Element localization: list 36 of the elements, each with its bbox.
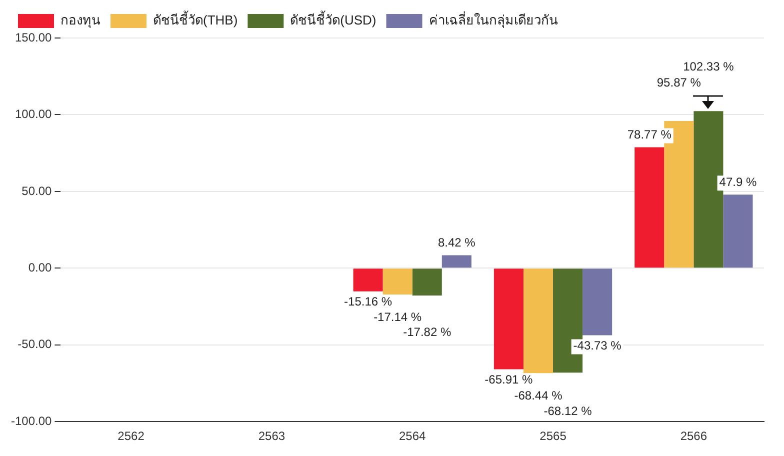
- legend-label: กองทุน: [60, 12, 100, 29]
- bar: [582, 268, 612, 336]
- data-label: -43.73 %: [573, 338, 622, 353]
- x-tick-label: 2562: [118, 429, 145, 444]
- legend-label: ดัชนีชี้วัด(THB): [153, 10, 238, 28]
- x-tick-label: 2563: [258, 429, 286, 444]
- bar: [382, 268, 412, 294]
- data-label: -68.44 %: [514, 388, 563, 402]
- legend-label: ดัชนีชี้วัด(USD): [290, 10, 376, 28]
- x-tick-label: 2565: [540, 429, 567, 444]
- bar: [442, 255, 472, 268]
- y-tick-label: 50.00: [22, 184, 52, 198]
- data-label: 47.9 %: [719, 174, 757, 189]
- legend-label: ค่าเฉลี่ยในกลุ่มเดียวกัน: [428, 12, 558, 29]
- bar: [412, 268, 442, 296]
- data-label: -15.16 %: [344, 294, 392, 309]
- bar: [634, 147, 664, 268]
- y-tick-label: -50.00: [18, 337, 52, 352]
- bar: [523, 268, 554, 374]
- x-tick-label: 2566: [680, 429, 708, 444]
- data-label: -17.14 %: [374, 310, 422, 324]
- data-label: 78.77 %: [627, 128, 672, 142]
- y-tick-label: 0.00: [28, 260, 52, 274]
- y-tick-label: -100.00: [10, 414, 52, 428]
- data-label: 95.87 %: [656, 75, 702, 90]
- bar: [723, 194, 753, 268]
- bar: [353, 268, 383, 292]
- data-label: -17.82 %: [403, 324, 452, 339]
- y-tick-label: 100.00: [14, 107, 52, 122]
- data-label: -68.12 %: [544, 404, 592, 418]
- data-label: 102.33 %: [683, 59, 734, 74]
- x-tick-label: 2564: [399, 429, 426, 444]
- data-label: -65.91 %: [484, 372, 534, 387]
- bar: [494, 268, 524, 370]
- y-tick-label: 150.00: [14, 30, 52, 44]
- data-label: 8.42 %: [438, 236, 476, 250]
